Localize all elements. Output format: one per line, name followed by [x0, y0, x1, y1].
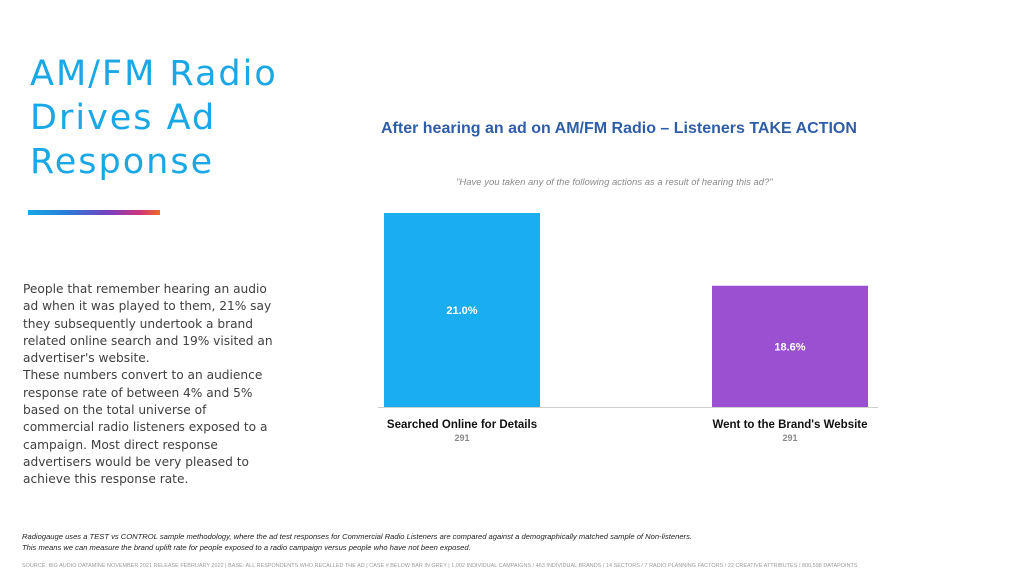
summary-line: commercial radio listeners exposed to a — [23, 420, 268, 435]
bar — [712, 285, 868, 407]
source-note: SOURCE: BIG AUDIO DATAMINE NOVEMBER 2021… — [22, 563, 858, 569]
accent-gradient-rule — [28, 210, 160, 215]
page-title: AM/FM Radio Drives Ad Response — [30, 52, 340, 184]
chart-subtitle: "Have you taken any of the following act… — [456, 177, 773, 188]
page-title-line: Response — [30, 142, 215, 182]
summary-line: they subsequently undertook a brand — [23, 316, 254, 331]
bar — [384, 213, 540, 407]
page-title-line: Drives Ad — [30, 98, 217, 138]
summary-line: response rate of between 4% and 5% — [23, 385, 253, 400]
summary-line: People that remember hearing an audio — [23, 282, 267, 296]
summary-line: ad when it was played to them, 21% say — [23, 299, 272, 314]
bar-value-label: 21.0% — [446, 305, 477, 317]
summary-line: based on the total universe of — [23, 403, 207, 418]
summary-line: advertisers would be very pleased to — [23, 454, 250, 469]
chart-title: After hearing an ad on AM/FM Radio – Lis… — [381, 120, 857, 137]
summary-line: These numbers convert to an audience — [23, 368, 263, 383]
bar-chart: 21.0% Searched Online for Details 291 18.6%… — [378, 213, 878, 443]
bar-value-label: 18.6% — [774, 341, 805, 353]
methodology-line: This means we can measure the brand upli… — [22, 543, 471, 552]
methodology-note: Radiogauge uses a TEST vs CONTROL sample… — [22, 531, 692, 553]
category-label: Went to the Brand's Website — [712, 419, 867, 431]
case-count-label: 291 — [454, 433, 469, 443]
case-count-label: 291 — [782, 433, 797, 443]
methodology-line: Radiogauge uses a TEST vs CONTROL sample… — [22, 532, 692, 541]
summary-line: campaign. Most direct response — [23, 437, 218, 452]
category-label: Searched Online for Details — [387, 419, 537, 431]
summary-paragraph: People that remember hearing an audio ad… — [23, 281, 281, 489]
summary-line: achieve this response rate. — [23, 472, 189, 487]
summary-line: advertiser's website. — [23, 351, 150, 366]
page-title-line: AM/FM Radio — [30, 54, 278, 94]
summary-line: related online search and 19% visited an — [23, 333, 273, 348]
